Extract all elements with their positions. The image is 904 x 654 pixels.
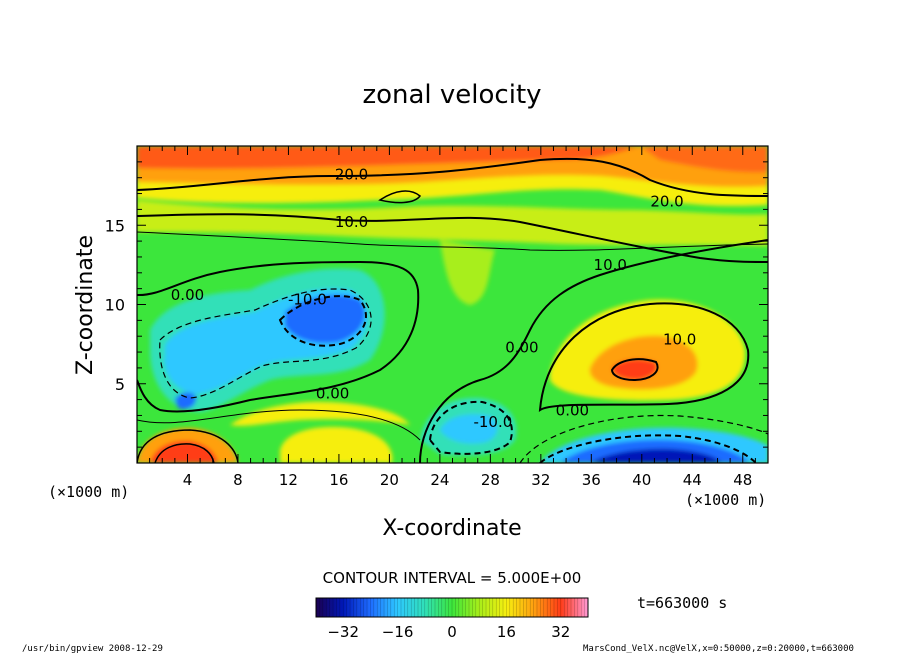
colorbar-ticks: −32 −16 0 16 32: [319, 598, 585, 641]
contour-label: 20.0: [650, 192, 683, 210]
shade-cold-br-core: [590, 448, 722, 463]
contour-label: 20.0: [335, 166, 368, 184]
contour-label: 0.00: [505, 338, 538, 356]
contour-label: 0.00: [556, 402, 589, 420]
shade-warm-mid: [230, 401, 410, 426]
x-tick-label: 28: [481, 471, 500, 489]
x-tick-label: 40: [632, 471, 651, 489]
contour-5-lower: [137, 409, 421, 441]
shade-cold-core: [285, 295, 365, 344]
z-tick-label: 15: [105, 216, 125, 235]
shade-band-lightgreen: [137, 200, 768, 246]
footer-right: MarsCond_VelX.nc@VelX,x=0:50000,z=0:2000…: [583, 644, 854, 654]
contour-label: 0.00: [316, 384, 349, 402]
colorbar-tick-label: −16: [382, 623, 414, 641]
z-tick-label: 10: [105, 296, 125, 315]
colorbar: −32 −16 0 16 32: [315, 597, 589, 641]
x-axis-label: X-coordinate: [382, 516, 521, 541]
x-tick-label: 44: [683, 471, 702, 489]
contour-20-right: [610, 358, 659, 382]
contour-neg5-br: [519, 414, 768, 463]
contour-interval-label: CONTOUR INTERVAL = 5.000E+00: [323, 569, 582, 587]
x-tick-label: 16: [329, 471, 348, 489]
contour-label: -10.0: [288, 291, 327, 309]
shading-layer: [137, 146, 768, 463]
shade-cold-core-small: [175, 392, 197, 410]
contour-label: 10.0: [335, 213, 368, 231]
y-axis-label: Z-coordinate: [73, 235, 98, 375]
x-unit-label-right: (×1000 m): [685, 491, 766, 509]
contour-neg5-left: [159, 288, 372, 399]
x-tick-label: 36: [582, 471, 601, 489]
x-unit-label-left: (×1000 m): [48, 483, 129, 501]
shade-tongue: [440, 240, 495, 305]
x-tick-label: 4: [183, 471, 193, 489]
x-tick-label: 32: [531, 471, 550, 489]
contour-loop-top: [378, 190, 422, 204]
colorbar-tick-label: −32: [327, 623, 359, 641]
x-tick-label: 12: [279, 471, 298, 489]
colorbar-tick-label: 16: [497, 623, 516, 641]
contour-10-upper: [137, 213, 768, 263]
contour-label: 0.00: [171, 286, 204, 304]
z-tick-label: 5: [115, 375, 125, 394]
contour-label: -10.0: [473, 413, 512, 431]
x-tick-label: 20: [380, 471, 399, 489]
contour-label: 10.0: [663, 330, 696, 348]
shade-warm-bm: [280, 426, 393, 463]
contour-neg10-left: [278, 295, 367, 347]
x-tick-label: 48: [733, 471, 752, 489]
footer-left: /usr/bin/gpview 2008-12-29: [22, 644, 163, 654]
shade-band-red-right: [640, 146, 768, 173]
colorbar-tick-label: 32: [551, 623, 570, 641]
contour-neg10-mid: [428, 400, 513, 455]
contour-0-mid: [419, 239, 768, 463]
contour-5-upper: [137, 231, 768, 251]
shade-warm-right-core: [612, 359, 658, 380]
x-tick-label: 8: [233, 471, 243, 489]
contour-label-layer: 20.0 20.0 10.0 10.0 10.0 -10.0 0.00 0.00 0.00 0.0…: [171, 166, 697, 431]
time-label: t=663000 s: [637, 594, 727, 612]
contour-layer: [137, 157, 768, 463]
x-tick-label: 24: [430, 471, 449, 489]
contour-25-bl: [154, 443, 215, 463]
colorbar-bar: [315, 597, 589, 618]
contour-0-left: [137, 260, 420, 413]
contour-10-right: [538, 302, 750, 412]
plot-area: [137, 146, 768, 463]
shade-cold-bmid-core: [440, 414, 498, 444]
contour-label: 10.0: [594, 256, 627, 274]
contour-20-bl: [137, 429, 239, 463]
contour-20: [137, 157, 768, 197]
colorbar-tick-label: 0: [447, 623, 457, 641]
shade-band-red: [137, 146, 640, 169]
chart-title: zonal velocity: [362, 80, 541, 110]
